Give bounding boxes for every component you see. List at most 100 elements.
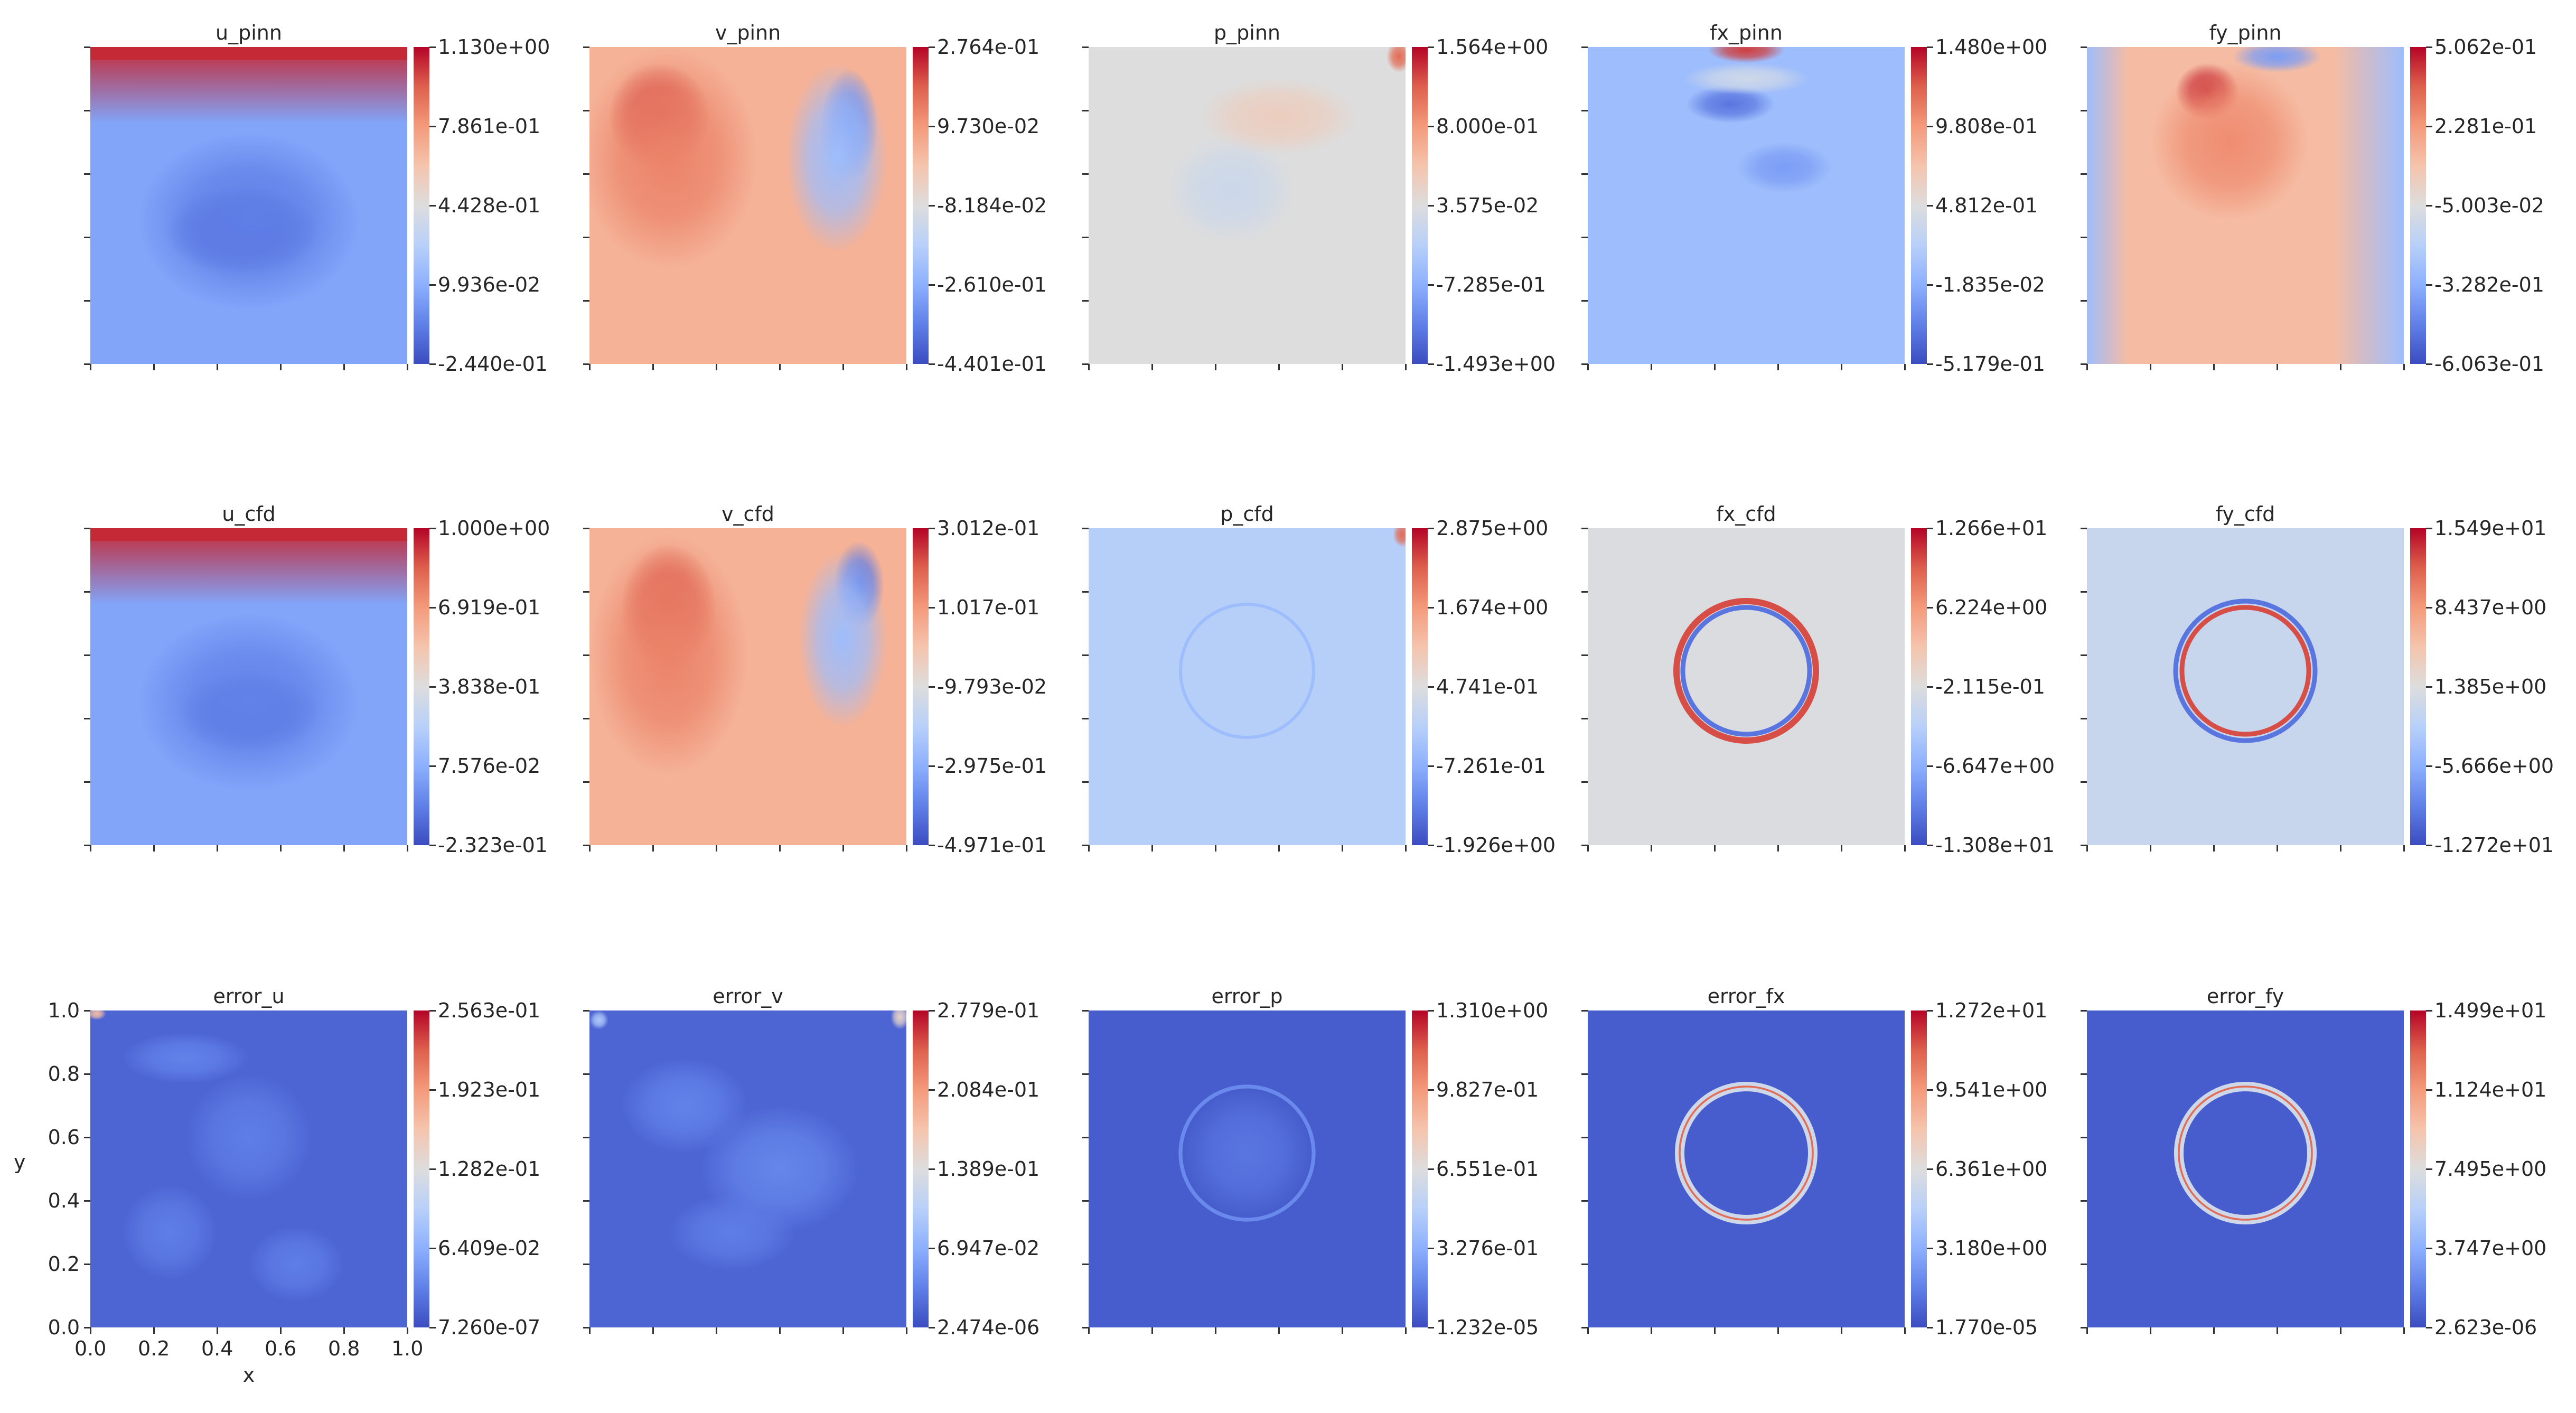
field-ring [1679, 1086, 1814, 1221]
y-axis-tick [1581, 1073, 1588, 1075]
colorbar-tick [1428, 46, 1434, 48]
field-blob [138, 133, 360, 310]
x-axis-tick [217, 845, 218, 851]
y-axis-tick [1082, 110, 1089, 111]
colorbar-tick [1927, 1248, 1933, 1249]
colorbar-tick-label: -2.115e-01 [1935, 675, 2045, 698]
colorbar-tick [1428, 1010, 1434, 1012]
y-axis-tick [1082, 46, 1089, 48]
y-axis-tick [84, 173, 90, 175]
heatmap-plot [90, 1010, 407, 1327]
colorbar-tick-label: 2.563e-01 [438, 999, 541, 1022]
colorbar-tick-label: 3.180e+00 [1935, 1237, 2048, 1260]
y-axis-tick [1581, 781, 1588, 783]
x-axis-tick [1587, 364, 1589, 370]
y-axis-tick [2081, 781, 2087, 783]
colorbar-tick [429, 686, 436, 688]
colorbar-tick-label: -4.971e-01 [937, 834, 1047, 857]
y-axis-tick [2081, 528, 2087, 529]
colorbar-tick [929, 765, 935, 767]
colorbar-tick-label: 8.000e-01 [1436, 115, 1539, 138]
y-tick-label: 0.6 [48, 1126, 80, 1149]
colorbar-tick [1927, 1327, 1933, 1328]
x-axis-tick [407, 364, 408, 370]
colorbar [2410, 47, 2426, 364]
field-ring [2179, 605, 2311, 737]
field-edge [2087, 47, 2128, 364]
y-axis-tick [1082, 718, 1089, 719]
panel-title: fx_pinn [1710, 21, 1783, 44]
x-axis-tick [1904, 364, 1906, 370]
colorbar-tick [929, 1089, 935, 1091]
y-axis-tick [1082, 1264, 1089, 1265]
x-tick-label: 0.6 [265, 1337, 297, 1360]
colorbar-tick-label: 3.575e-02 [1436, 194, 1539, 217]
colorbar [2410, 528, 2426, 845]
x-axis-tick [2150, 1327, 2151, 1334]
y-axis-tick [84, 781, 90, 783]
y-axis-tick [583, 237, 589, 238]
y-axis-tick [1581, 718, 1588, 719]
y-axis-tick [1082, 237, 1089, 238]
colorbar-tick [929, 46, 935, 48]
colorbar-tick-label: 1.272e+01 [1935, 999, 2048, 1022]
field-blob [1683, 63, 1810, 95]
colorbar-tick-label: 1.549e+01 [2434, 517, 2547, 540]
heatmap-background [1588, 528, 1905, 845]
y-tick-label: 0.8 [48, 1062, 80, 1086]
heatmap-plot [2087, 47, 2404, 364]
colorbar-tick-label: 1.674e+00 [1436, 596, 1549, 619]
x-axis-tick [1714, 845, 1716, 851]
heatmap-panel [589, 47, 906, 364]
colorbar-tick [2426, 205, 2432, 207]
heatmap-plot [589, 47, 906, 364]
colorbar-tick-label: 7.260e-07 [438, 1316, 541, 1339]
colorbar-tick [1927, 845, 1933, 846]
x-axis-tick [2213, 845, 2215, 851]
heatmap-plot [90, 528, 407, 845]
colorbar [414, 528, 429, 845]
colorbar-tick [2426, 1010, 2432, 1012]
field-blob [891, 1010, 906, 1030]
colorbar-tick-label: 1.000e+00 [438, 517, 550, 540]
y-axis-tick [2081, 845, 2087, 846]
y-axis-tick [1082, 1137, 1089, 1138]
y-axis-tick [1082, 654, 1089, 656]
x-axis-tick [2277, 845, 2278, 851]
colorbar-tick [429, 1089, 436, 1091]
y-axis-tick [2081, 1073, 2087, 1075]
panel-title: p_cfd [1220, 502, 1274, 526]
x-axis-tick [153, 845, 155, 851]
y-axis-tick [84, 1137, 90, 1138]
colorbar-tick-label: 3.838e-01 [438, 675, 541, 698]
colorbar-tick-label: 2.474e-06 [937, 1316, 1040, 1339]
colorbar-tick [929, 1010, 935, 1012]
y-axis-tick [583, 1137, 589, 1138]
x-tick-label: 1.0 [391, 1337, 424, 1360]
y-axis-tick [84, 1200, 90, 1202]
y-axis-tick [1581, 1137, 1588, 1138]
colorbar-tick [1927, 363, 1933, 365]
heatmap-plot [1588, 528, 1905, 845]
field-blob [1393, 528, 1406, 547]
colorbar-tick [1428, 284, 1434, 286]
colorbar [913, 1010, 929, 1327]
x-axis-tick [1841, 845, 1842, 851]
x-axis-tick [716, 364, 717, 370]
y-axis-tick [1581, 300, 1588, 302]
panel-title: v_pinn [715, 21, 781, 44]
field-blob [589, 1010, 608, 1030]
x-axis-tick [1151, 1327, 1153, 1334]
colorbar-tick [429, 528, 436, 529]
x-axis-tick [217, 1327, 218, 1334]
field-blob [138, 614, 360, 791]
x-axis-tick [1088, 364, 1090, 370]
x-axis-tick [1405, 364, 1407, 370]
x-axis-tick [652, 845, 654, 851]
colorbar-tick-label: 1.770e-05 [1935, 1316, 2038, 1339]
colorbar-tick-label: 3.012e-01 [937, 517, 1040, 540]
x-axis-tick [1904, 1327, 1906, 1334]
colorbar-tick [1428, 1089, 1434, 1091]
colorbar-tick-label: 1.389e-01 [937, 1157, 1040, 1181]
colorbar-tick [429, 284, 436, 286]
